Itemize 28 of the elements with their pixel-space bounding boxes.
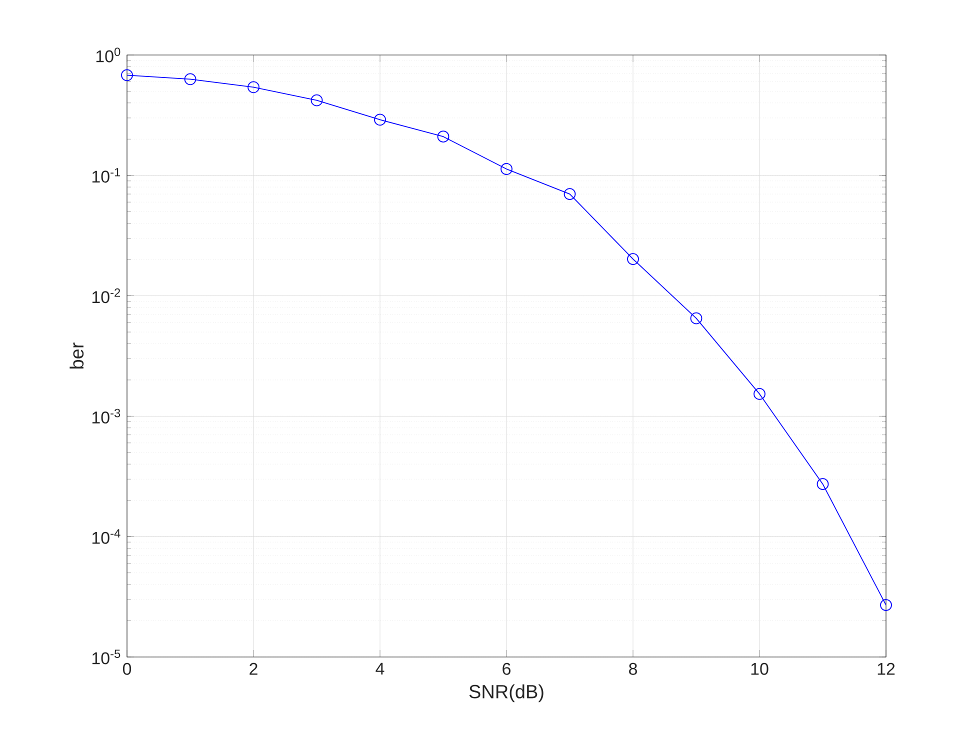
x-axis-title: SNR(dB)	[469, 684, 544, 702]
y-tick-label: 10$^{0}$	[96, 48, 120, 62]
point	[880, 599, 892, 612]
x-tick-label: 12	[878, 662, 895, 675]
x-tick-label: 0	[122, 662, 132, 675]
x-tick-label: 10	[751, 662, 768, 675]
point	[500, 163, 512, 175]
point	[248, 81, 260, 94]
point	[816, 478, 829, 490]
point	[754, 388, 766, 400]
x-tick-label: 4	[376, 662, 384, 675]
y-tick-label: 10$^{-2}$	[92, 288, 120, 304]
y-tick-label: 10$^{-3}$	[92, 408, 120, 424]
y-tick-label: 10$^{-5}$	[92, 650, 120, 664]
point	[310, 94, 323, 106]
y-tick-label: 10$^{-4}$	[92, 529, 120, 544]
y-axis-title: ber	[70, 342, 84, 368]
x-tick-label: 8	[629, 662, 637, 675]
point	[374, 114, 386, 126]
point	[564, 188, 576, 200]
point	[437, 130, 450, 143]
point	[627, 253, 639, 265]
x-tick-label: 6	[502, 662, 510, 675]
point	[121, 69, 133, 82]
point	[690, 312, 702, 324]
point	[184, 73, 196, 86]
y-tick-label: 10$^{-1}$	[92, 168, 120, 183]
x-tick-label: 2	[250, 662, 258, 675]
